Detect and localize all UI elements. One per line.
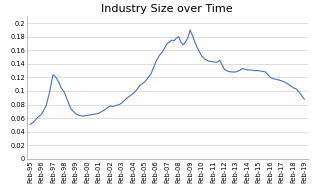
Title: Industry Size over Time: Industry Size over Time <box>101 4 233 14</box>
